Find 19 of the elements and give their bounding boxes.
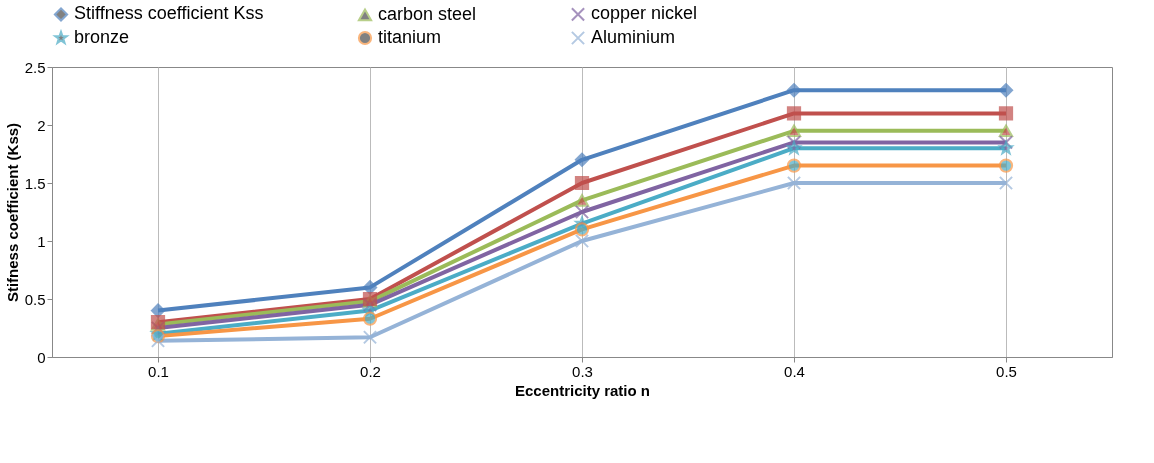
y-tick-label: 2.5 bbox=[24, 58, 46, 76]
y-tick-label: 0.5 bbox=[24, 290, 46, 308]
legend-label: copper nickel bbox=[591, 3, 698, 24]
legend-label: Aluminium bbox=[591, 27, 676, 47]
y-axis-title: Stifness coefficient (Kss) bbox=[3, 122, 21, 303]
y-tick-label: 1 bbox=[37, 232, 46, 250]
y-tick-label: 2 bbox=[37, 116, 46, 134]
x-tick-label: 0.4 bbox=[784, 362, 805, 380]
legend-label: carbon steel bbox=[378, 3, 477, 24]
x-tick-label: 0.2 bbox=[360, 362, 381, 380]
x-tick-label: 0.3 bbox=[572, 362, 593, 380]
y-tick-label: 1.5 bbox=[24, 174, 46, 192]
legend-label: Stiffness coefficient Kss bbox=[74, 3, 264, 24]
x-axis-title: Eccentricity ratio n bbox=[514, 381, 651, 399]
y-tick-label: 0 bbox=[37, 348, 46, 366]
legend-label: titanium bbox=[378, 27, 442, 47]
legend-label: bronze bbox=[74, 27, 130, 47]
x-tick-label: 0.1 bbox=[148, 362, 169, 380]
x-tick-label: 0.5 bbox=[996, 362, 1017, 380]
